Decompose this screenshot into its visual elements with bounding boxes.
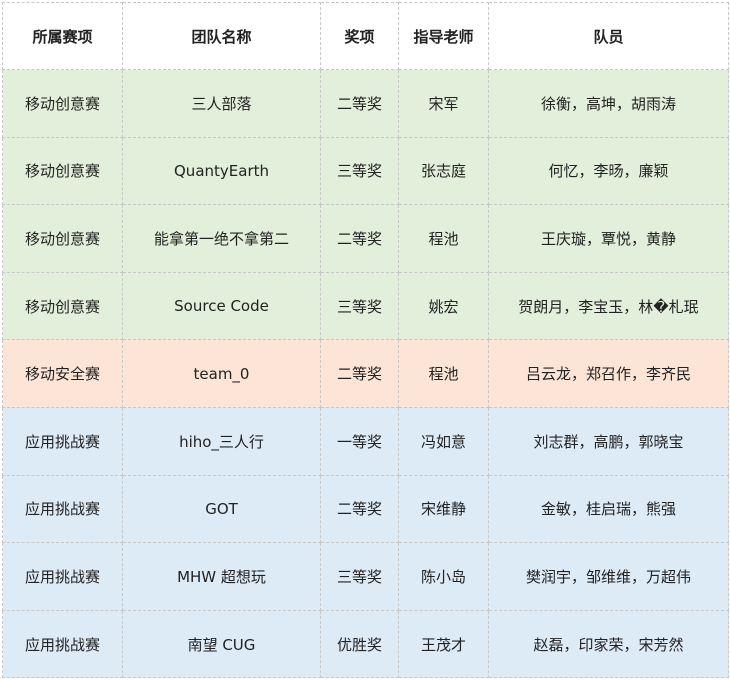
cell-advisor: 陈小岛 bbox=[398, 542, 489, 611]
header-award: 奖项 bbox=[320, 2, 399, 70]
table-row: 移动安全赛 team_0 二等奖 程池 吕云龙，郑召作，李齐民 bbox=[2, 339, 729, 408]
cell-advisor: 程池 bbox=[398, 204, 489, 273]
cell-category: 应用挑战赛 bbox=[2, 406, 123, 476]
header-row: 所属赛项 团队名称 奖项 指导老师 队员 bbox=[2, 2, 729, 70]
cell-award: 三等奖 bbox=[320, 542, 399, 611]
cell-category: 移动创意赛 bbox=[2, 271, 123, 341]
cell-award: 一等奖 bbox=[320, 406, 399, 476]
cell-award: 二等奖 bbox=[320, 204, 399, 273]
cell-award: 二等奖 bbox=[320, 474, 399, 544]
cell-category: 移动创意赛 bbox=[2, 204, 123, 273]
cell-advisor: 张志庭 bbox=[398, 136, 489, 206]
cell-members: 王庆璇，覃悦，黄静 bbox=[488, 204, 729, 273]
cell-team: 能拿第一绝不拿第二 bbox=[122, 204, 321, 273]
cell-award: 二等奖 bbox=[320, 69, 399, 138]
cell-members: 刘志群，高鹏，郭晓宝 bbox=[488, 406, 729, 476]
cell-category: 应用挑战赛 bbox=[2, 542, 123, 611]
cell-members: 徐衡，高坤，胡雨涛 bbox=[488, 69, 729, 138]
table-row: 应用挑战赛 MHW 超想玩 三等奖 陈小岛 樊润宇，邹维维，万超伟 bbox=[2, 542, 729, 611]
cell-award: 三等奖 bbox=[320, 136, 399, 206]
cell-category: 应用挑战赛 bbox=[2, 474, 123, 544]
cell-team: hiho_三人行 bbox=[122, 406, 321, 476]
table-row: 移动创意赛 三人部落 二等奖 宋军 徐衡，高坤，胡雨涛 bbox=[2, 69, 729, 138]
table-row: 应用挑战赛 GOT 二等奖 宋维静 金敏，桂启瑞，熊强 bbox=[2, 474, 729, 544]
cell-advisor: 宋军 bbox=[398, 69, 489, 138]
table-row: 应用挑战赛 南望 CUG 优胜奖 王茂才 赵磊，印家荣，宋芳然 bbox=[2, 609, 729, 679]
cell-award: 优胜奖 bbox=[320, 609, 399, 679]
cell-members: 金敏，桂启瑞，熊强 bbox=[488, 474, 729, 544]
header-category: 所属赛项 bbox=[2, 2, 123, 70]
cell-award: 三等奖 bbox=[320, 271, 399, 341]
cell-advisor: 程池 bbox=[398, 339, 489, 408]
table-row: 移动创意赛 QuantyEarth 三等奖 张志庭 何忆，李旸，廉颖 bbox=[2, 136, 729, 206]
cell-team: 三人部落 bbox=[122, 69, 321, 138]
cell-advisor: 宋维静 bbox=[398, 474, 489, 544]
header-team: 团队名称 bbox=[122, 2, 321, 70]
cell-team: team_0 bbox=[122, 339, 321, 408]
cell-advisor: 冯如意 bbox=[398, 406, 489, 476]
cell-team: Source Code bbox=[122, 271, 321, 341]
cell-members: 樊润宇，邹维维，万超伟 bbox=[488, 542, 729, 611]
cell-members: 何忆，李旸，廉颖 bbox=[488, 136, 729, 206]
table-row: 应用挑战赛 hiho_三人行 一等奖 冯如意 刘志群，高鹏，郭晓宝 bbox=[2, 406, 729, 476]
cell-advisor: 王茂才 bbox=[398, 609, 489, 679]
cell-members: 赵磊，印家荣，宋芳然 bbox=[488, 609, 729, 679]
cell-category: 应用挑战赛 bbox=[2, 609, 123, 679]
cell-team: QuantyEarth bbox=[122, 136, 321, 206]
cell-members: 贺朗月，李宝玉，林�札珉 bbox=[488, 271, 729, 341]
cell-team: MHW 超想玩 bbox=[122, 542, 321, 611]
cell-advisor: 姚宏 bbox=[398, 271, 489, 341]
cell-team: GOT bbox=[122, 474, 321, 544]
header-members: 队员 bbox=[488, 2, 729, 70]
header-advisor: 指导老师 bbox=[398, 2, 489, 70]
cell-category: 移动安全赛 bbox=[2, 339, 123, 408]
cell-award: 二等奖 bbox=[320, 339, 399, 408]
cell-members: 吕云龙，郑召作，李齐民 bbox=[488, 339, 729, 408]
cell-category: 移动创意赛 bbox=[2, 69, 123, 138]
table-row: 移动创意赛 Source Code 三等奖 姚宏 贺朗月，李宝玉，林�札珉 bbox=[2, 271, 729, 341]
table-row: 移动创意赛 能拿第一绝不拿第二 二等奖 程池 王庆璇，覃悦，黄静 bbox=[2, 204, 729, 273]
cell-team: 南望 CUG bbox=[122, 609, 321, 679]
cell-category: 移动创意赛 bbox=[2, 136, 123, 206]
